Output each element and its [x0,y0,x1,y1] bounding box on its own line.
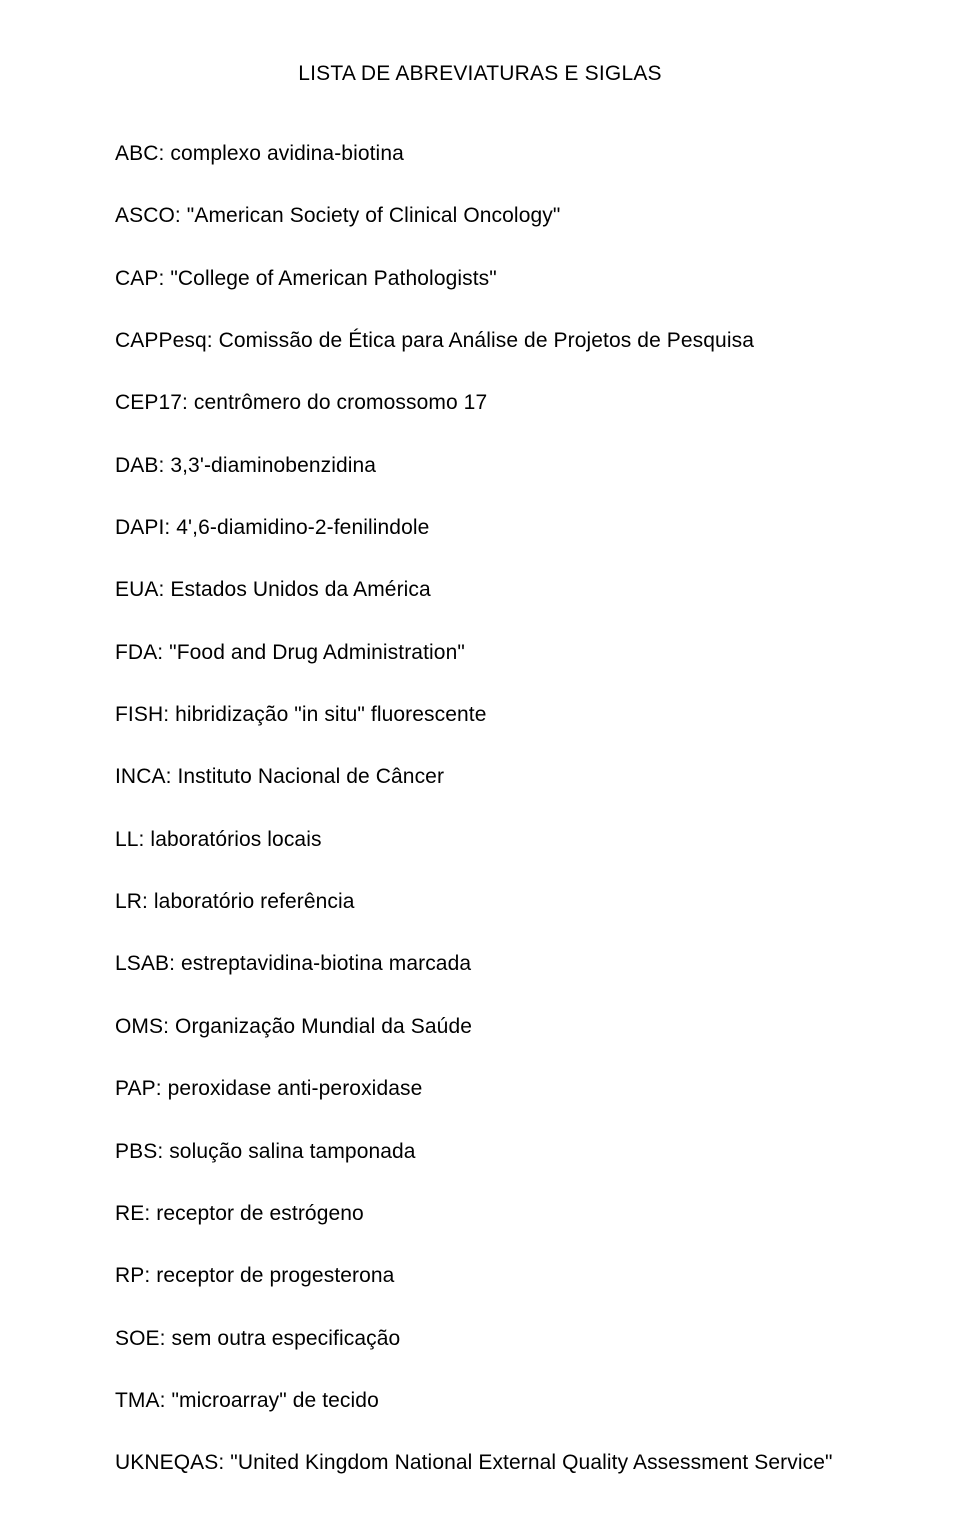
abbreviation-entry: SOE: sem outra especificação [115,1325,845,1353]
abbreviation-entry: CAP: "College of American Pathologists" [115,265,845,293]
abbreviation-entry: ASCO: "American Society of Clinical Onco… [115,202,845,230]
abbreviation-entry: FDA: "Food and Drug Administration" [115,639,845,667]
abbreviation-entry: LL: laboratórios locais [115,826,845,854]
abbreviation-entry: CAPPesq: Comissão de Ética para Análise … [115,327,845,355]
abbreviation-entry: RP: receptor de progesterona [115,1262,845,1290]
abbreviation-entry: UKNEQAS: "United Kingdom National Extern… [115,1449,845,1477]
page-title: LISTA DE ABREVIATURAS E SIGLAS [115,62,845,86]
abbreviation-entry: CEP17: centrômero do cromossomo 17 [115,389,845,417]
abbreviation-entry: DAPI: 4',6-diamidino-2-fenilindole [115,514,845,542]
abbreviation-entry: DAB: 3,3'-diaminobenzidina [115,452,845,480]
abbreviation-entry: TMA: "microarray" de tecido [115,1387,845,1415]
abbreviation-entry: LSAB: estreptavidina-biotina marcada [115,950,845,978]
abbreviation-entry: FISH: hibridização "in situ" fluorescent… [115,701,845,729]
abbreviation-entry: PAP: peroxidase anti-peroxidase [115,1075,845,1103]
abbreviation-entry: OMS: Organização Mundial da Saúde [115,1013,845,1041]
abbreviation-entry: EUA: Estados Unidos da América [115,576,845,604]
abbreviation-list: ABC: complexo avidina-biotina ASCO: "Amer… [115,140,845,1478]
document-page: LISTA DE ABREVIATURAS E SIGLAS ABC: comp… [0,0,960,1538]
abbreviation-entry: PBS: solução salina tamponada [115,1138,845,1166]
abbreviation-entry: LR: laboratório referência [115,888,845,916]
abbreviation-entry: INCA: Instituto Nacional de Câncer [115,763,845,791]
abbreviation-entry: ABC: complexo avidina-biotina [115,140,845,168]
abbreviation-entry: RE: receptor de estrógeno [115,1200,845,1228]
